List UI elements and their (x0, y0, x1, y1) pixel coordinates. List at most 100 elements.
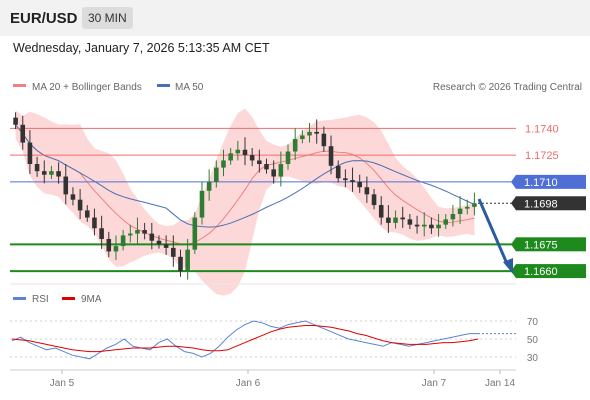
ma20-legend-label: MA 20 + Bollinger Bands (32, 82, 142, 93)
candle-body (335, 165, 341, 179)
timestamp: Wednesday, January 7, 2026 5:13:35 AM CE… (13, 41, 270, 55)
rsi-tick-label: 50 (527, 335, 539, 346)
candle-body (63, 176, 69, 195)
candle-body (393, 217, 398, 223)
rsi-tick-label: 30 (527, 353, 539, 364)
candle-body (450, 213, 456, 220)
level-badge (516, 196, 586, 211)
candle-body (20, 124, 26, 143)
candle-body (27, 142, 33, 165)
candle-body (407, 219, 413, 225)
candle-body (314, 131, 319, 134)
candle-body (271, 169, 276, 177)
candle-body (13, 117, 18, 125)
candle-body (99, 228, 104, 239)
candle-body (84, 210, 90, 218)
level-label: 1.1725 (525, 150, 559, 162)
candles (13, 112, 477, 280)
price-levels: 1.1740 1.1725 1.1710 1.1698 1.1675 1.1660 (10, 123, 586, 279)
ma20-legend-swatch (13, 84, 26, 87)
candle-body (156, 240, 162, 245)
candle-body (120, 235, 126, 247)
candle-body (414, 224, 420, 227)
timeframe-button[interactable]: 30 MIN (82, 7, 133, 29)
candle-body (350, 180, 355, 182)
candle-body (41, 171, 47, 175)
candle-body (378, 205, 384, 218)
ma50-legend-swatch (157, 84, 170, 87)
candle-body (400, 217, 406, 220)
candle-body (149, 233, 155, 241)
forecast-arrow-head (503, 258, 513, 274)
level-badge-pointer (511, 174, 516, 189)
candle-body (206, 181, 212, 191)
time-tick-label: Jan 7 (422, 378, 447, 389)
candle-body (235, 149, 241, 154)
level-badge-label: 1.1660 (524, 266, 558, 278)
candle-body (199, 190, 205, 218)
candle-body (443, 219, 449, 225)
ma50-line (15, 124, 475, 228)
rsi-ma-legend-label: 9MA (81, 294, 102, 305)
level-badge-pointer (511, 196, 516, 211)
time-tick-label: Jan 6 (236, 378, 261, 389)
level-badge (516, 264, 586, 279)
candle-body (92, 217, 97, 229)
candle-body (178, 256, 183, 272)
candle-body (228, 153, 233, 161)
candle-body (221, 160, 226, 168)
copyright-text: Research © 2026 Trading Central (433, 82, 582, 93)
level-badge-label: 1.1675 (524, 239, 558, 251)
symbol-title: EUR/USD (10, 10, 78, 27)
chart-header: EUR/USD 30 MIN (0, 0, 590, 36)
rsi-grid: 70 50 30 (10, 317, 538, 364)
candle-body (264, 164, 269, 170)
candle-body (328, 146, 334, 166)
candle-body (242, 149, 248, 156)
time-tick-label: Jan 5 (50, 378, 75, 389)
candle-body (307, 131, 312, 136)
forecast-arrow (477, 198, 510, 267)
candle-body (278, 164, 284, 177)
candle-body (285, 151, 291, 165)
candle-body (436, 224, 441, 229)
candle-body (135, 230, 140, 234)
candle-body (34, 164, 40, 172)
candle-body (163, 244, 169, 248)
rsi-ma-line (11, 325, 479, 353)
candle-body (321, 133, 327, 147)
candle-body (292, 139, 298, 152)
candle-body (56, 171, 61, 177)
candle-body (300, 135, 305, 140)
rsi-ma-legend-swatch (62, 297, 75, 300)
level-badge-label: 1.1710 (524, 177, 558, 189)
level-badge (516, 174, 586, 189)
candle-body (457, 208, 463, 214)
rsi-tick-label: 70 (527, 317, 539, 328)
candle-body (257, 160, 262, 165)
level-badge (516, 237, 586, 252)
candle-body (371, 194, 377, 206)
candle-body (106, 238, 112, 252)
candle-body (127, 233, 133, 236)
candle-body (70, 194, 76, 200)
candle-body (49, 171, 54, 175)
candle-body (249, 155, 255, 161)
candle-body (171, 247, 176, 257)
level-label: 1.1740 (525, 123, 559, 135)
time-axis: Jan 5 Jan 6 Jan 7 Jan 14 (50, 370, 515, 389)
rsi-legend-label: RSI (32, 294, 49, 305)
level-badge-label: 1.1698 (524, 198, 558, 210)
ma20-line (15, 124, 475, 245)
candle-body (142, 230, 147, 234)
ma50-legend-label: MA 50 (175, 82, 204, 93)
candle-body (192, 217, 198, 250)
rsi-line (11, 320, 478, 360)
candle-body (77, 199, 83, 211)
rsi-legend-swatch (13, 297, 26, 300)
level-badge-pointer (511, 237, 516, 252)
candle-body (464, 206, 470, 209)
candle-body (214, 167, 219, 182)
candle-body (113, 246, 119, 252)
